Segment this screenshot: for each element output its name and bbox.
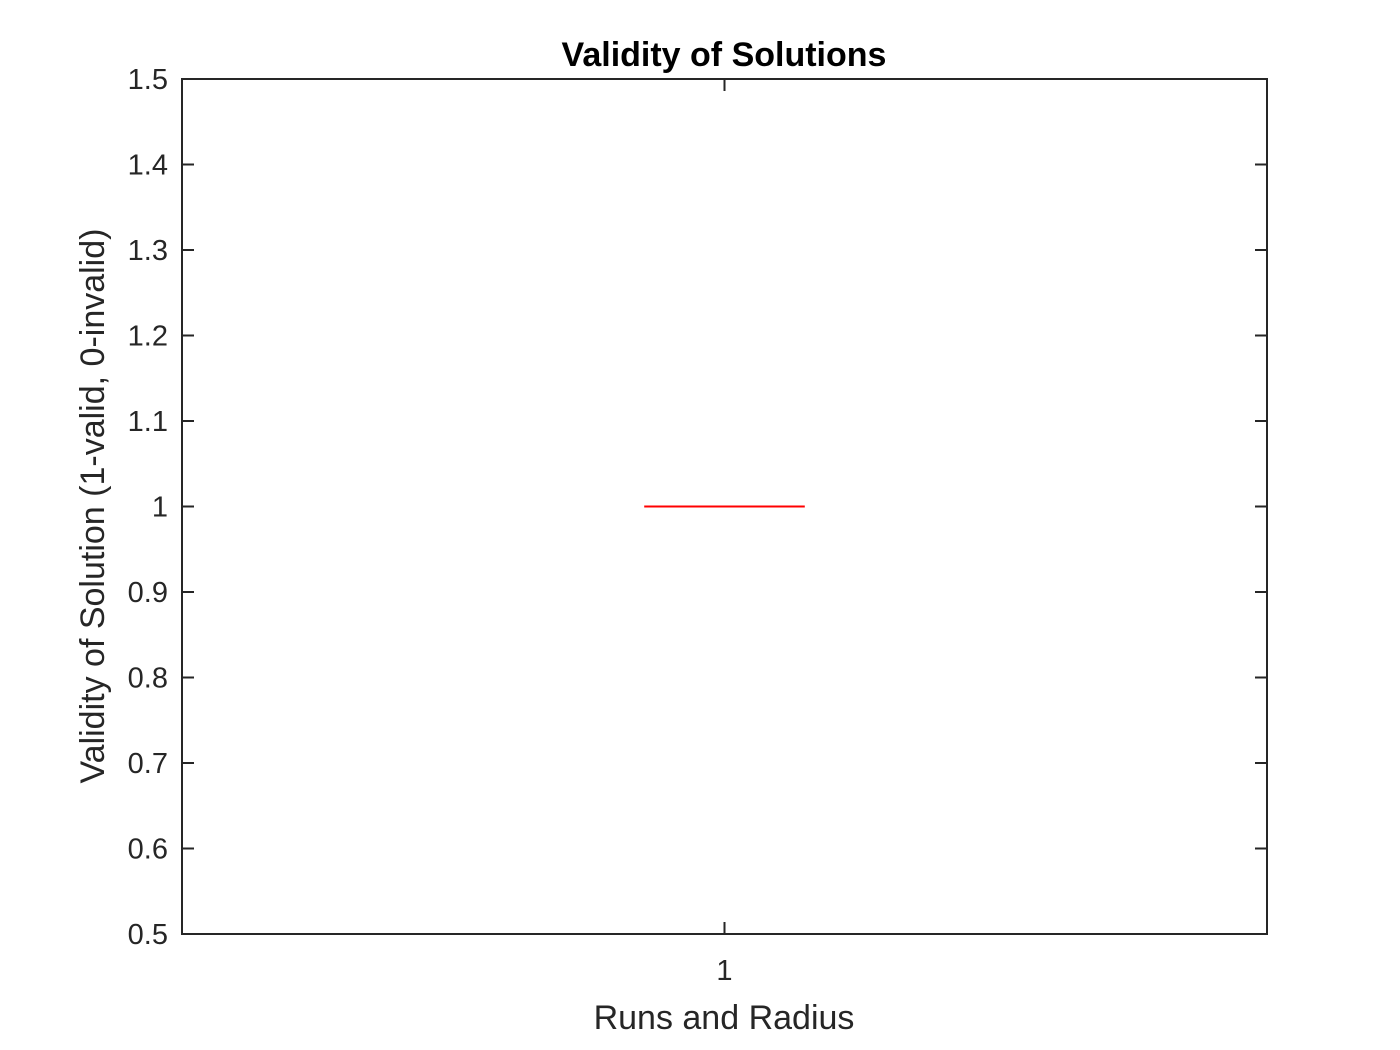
x-tick-label: 1 — [716, 955, 732, 987]
x-axis-ticks: 1 — [716, 79, 733, 987]
y-tick-label: 0.8 — [128, 663, 168, 695]
y-tick-label: 1.3 — [128, 235, 168, 267]
y-tick-label: 1.1 — [128, 406, 168, 438]
y-tick-label: 0.5 — [128, 919, 168, 951]
plot-area: 0.5 0.6 0.7 0.8 0.9 1 1.1 1.2 1.3 1.4 1.5 1 — [128, 64, 1268, 987]
y-tick-label: 1.2 — [128, 321, 168, 353]
y-tick-label: 0.7 — [128, 748, 168, 780]
y-tick-label: 1 — [152, 492, 168, 524]
x-axis-label: Runs and Radius — [594, 999, 855, 1037]
y-tick-label: 0.9 — [128, 577, 168, 609]
chart-title: Validity of Solutions — [562, 36, 887, 74]
y-axis-ticks: 0.5 0.6 0.7 0.8 0.9 1 1.1 1.2 1.3 1.4 1.5 — [128, 64, 1267, 951]
y-axis-label: Validity of Solution (1-valid, 0-invalid… — [74, 229, 112, 784]
y-tick-label: 1.4 — [128, 150, 168, 182]
y-tick-label: 0.6 — [128, 834, 168, 866]
y-tick-label: 1.5 — [128, 64, 168, 96]
